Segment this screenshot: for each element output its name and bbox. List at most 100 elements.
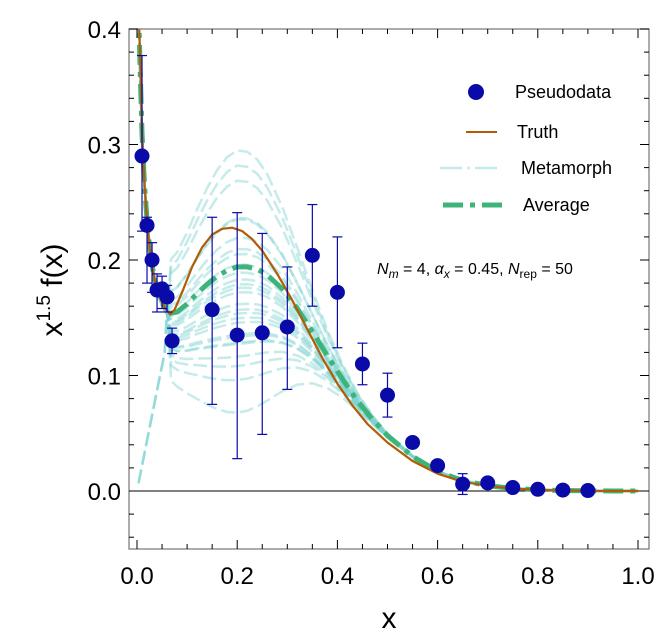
metamorph-curve: [137, 29, 638, 493]
y-axis-title-exponent: 1.5: [34, 295, 55, 321]
metamorph-curve: [137, 29, 638, 493]
pseudodata-point: [144, 242, 160, 293]
pseudodata-point: [380, 372, 395, 418]
metamorph-curve: [137, 29, 638, 493]
x-tick-label: 0.0: [120, 563, 153, 590]
x-tick-label: 0.6: [421, 563, 454, 590]
y-axis-title: x1.5 f(x): [34, 243, 69, 336]
pseudodata-marker: [329, 284, 345, 300]
metamorph-curve: [137, 29, 638, 493]
pseudodata-point: [555, 482, 571, 498]
annotation-part: N: [377, 261, 389, 278]
pseudodata-point: [134, 54, 150, 232]
metamorph-curve: [137, 29, 638, 493]
metamorph-curve: [137, 29, 638, 493]
pseudodata-marker: [480, 475, 496, 491]
pseudodata-marker: [430, 458, 446, 474]
truth-curve: [138, 29, 638, 493]
metamorph-curve: [137, 29, 638, 493]
metamorph-curve: [137, 29, 638, 493]
pseudodata-point: [354, 342, 370, 386]
pseudodata-marker: [530, 481, 546, 497]
metamorph-curve: [137, 29, 638, 493]
annotation-part: = 4,: [399, 261, 435, 278]
y-tick-label: 0.2: [88, 248, 121, 275]
metamorph-curve: [137, 29, 638, 493]
pseudodata-point: [405, 434, 421, 450]
pseudodata-marker: [455, 476, 471, 492]
pseudodata-point: [164, 327, 180, 355]
pseudodata-marker: [159, 289, 175, 305]
metamorph-curve: [137, 29, 638, 493]
legend-average-label: Average: [523, 195, 590, 215]
annotation-part: x: [443, 267, 451, 281]
metamorph-curves: [137, 29, 638, 493]
pseudodata-marker: [555, 482, 571, 498]
pseudodata-point: [480, 475, 496, 491]
pseudodata-marker: [144, 252, 160, 268]
average-curve-group: [136, 29, 638, 494]
pseudodata-marker: [354, 356, 370, 372]
x-tick-label: 1.0: [621, 563, 654, 590]
metamorph-curve: [137, 29, 638, 493]
pseudodata-point: [304, 203, 320, 307]
pseudodata-point: [159, 284, 175, 313]
y-tick-label: 0.4: [88, 17, 121, 44]
pseudodata-point: [254, 232, 270, 436]
x-tick-label: 0.8: [521, 563, 554, 590]
legend-truth-label: Truth: [517, 122, 558, 142]
parameters-annotation: Nm = 4, αx = 0.45, Nrep = 50: [377, 261, 573, 281]
pseudodata-marker: [254, 325, 270, 341]
pseudodata-marker: [580, 483, 596, 499]
pseudodata-marker: [304, 247, 320, 263]
x-axis-title: x: [382, 602, 397, 635]
average-curve: [136, 29, 638, 494]
metamorph-curve: [137, 310, 638, 493]
annotation-part: m: [389, 267, 399, 281]
metamorph-curve: [137, 29, 638, 493]
x-tick-label: 0.2: [221, 563, 254, 590]
x-tick-label: 0.4: [321, 563, 354, 590]
metamorph-curve: [137, 29, 638, 493]
y-tick-label: 0.3: [88, 133, 121, 160]
y-tick-label: 0.0: [88, 479, 121, 506]
pseudodata-marker: [229, 327, 245, 343]
pseudodata-marker: [164, 333, 180, 349]
metamorph-curve: [137, 29, 638, 493]
metamorph-curve: [137, 29, 638, 493]
pseudodata-point: [580, 483, 596, 499]
axes-frame: [128, 28, 650, 550]
metamorph-curve: [137, 29, 638, 493]
metamorph-curve: [137, 29, 638, 493]
y-tick-label: 0.1: [88, 364, 121, 391]
legend-pseudodata-label: Pseudodata: [515, 82, 612, 102]
legend: Pseudodata Truth Metamorph Average: [440, 82, 612, 215]
pseudodata-point: [279, 266, 295, 390]
legend-metamorph-label: Metamorph: [521, 158, 612, 178]
pseudodata-marker: [204, 302, 220, 318]
pseudodata-marker: [405, 434, 421, 450]
y-axis-title-rest: f(x): [36, 243, 69, 295]
truth-curve-group: [138, 29, 638, 493]
tick-labels: 0.0 0.2 0.4 0.6 0.8 1.0 0.0 0.1 0.2 0.3 0.4: [88, 17, 655, 590]
pseudodata-group: [134, 54, 596, 499]
annotation-part: α: [435, 261, 445, 278]
pseudodata-point: [139, 216, 155, 284]
pseudodata-point: [204, 216, 220, 405]
pseudodata-point: [505, 480, 521, 496]
pseudodata-point: [455, 473, 471, 496]
legend-pseudodata-marker-icon: [468, 84, 484, 100]
pseudodata-point: [430, 458, 446, 474]
pseudodata-marker: [279, 319, 295, 335]
metamorph-curve: [137, 29, 638, 493]
y-axis-title-base: x: [36, 322, 69, 337]
pseudodata-point: [229, 212, 245, 460]
metamorph-curve: [137, 29, 638, 493]
metamorph-curve: [137, 29, 638, 493]
metamorph-curve: [137, 29, 638, 493]
annotation-part: rep: [520, 267, 538, 281]
annotation-part: N: [508, 261, 520, 278]
metamorph-curve: [137, 29, 638, 493]
pseudodata-marker: [380, 387, 395, 403]
